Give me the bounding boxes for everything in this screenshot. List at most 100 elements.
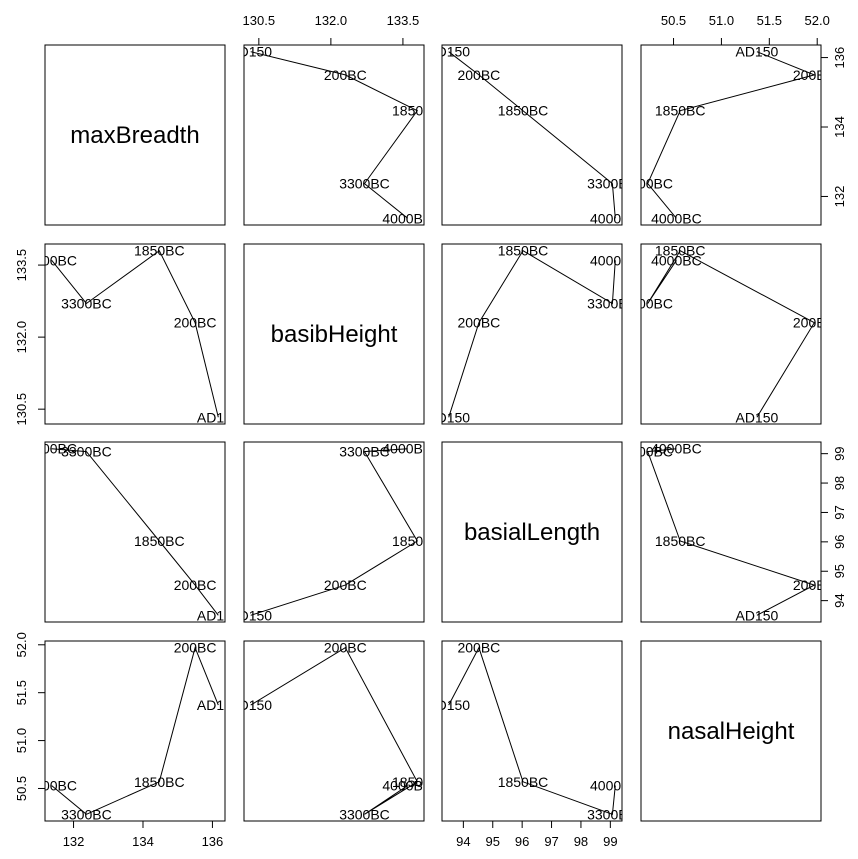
panel-frame bbox=[243, 441, 425, 623]
point-label: 3300BC bbox=[622, 296, 673, 312]
tick-label: 132.0 bbox=[315, 13, 348, 28]
point-label: 3300BC bbox=[339, 176, 390, 192]
point-label: 4000BC bbox=[590, 210, 641, 226]
point-label: 3300BC bbox=[339, 444, 390, 460]
series-line bbox=[51, 448, 219, 616]
tick-label: 94 bbox=[456, 834, 470, 849]
tick-label: 132 bbox=[832, 186, 847, 208]
point-label: 3300BC bbox=[61, 296, 112, 312]
point-label: 4000BC bbox=[26, 252, 77, 268]
point-label: 3300BC bbox=[587, 806, 638, 822]
point-label: AD150 bbox=[197, 607, 240, 623]
point-label: 4000BC bbox=[651, 210, 702, 226]
tick-label: 134 bbox=[832, 116, 847, 138]
tick-label: 50.5 bbox=[14, 776, 29, 801]
panel-frame bbox=[243, 243, 425, 425]
point-label: 1850BC bbox=[655, 103, 706, 119]
point-label: AD150 bbox=[735, 607, 778, 623]
point-label: 1850BC bbox=[392, 533, 443, 549]
series-line bbox=[250, 448, 418, 616]
point-label: 4000BC bbox=[382, 210, 433, 226]
point-label: 4000BC bbox=[26, 778, 77, 794]
panel-frame bbox=[640, 243, 822, 425]
point-label: 1850BC bbox=[392, 103, 443, 119]
series-line bbox=[647, 448, 816, 616]
point-label: AD150 bbox=[229, 44, 272, 60]
series-line bbox=[647, 51, 816, 219]
tick-label: 99 bbox=[832, 446, 847, 460]
tick-label: 98 bbox=[832, 476, 847, 490]
panel-frame bbox=[441, 243, 623, 425]
panel-maxBreadth-vs-basibHeight: 4000BC 3300BC 1850BC 200BC AD150 bbox=[229, 44, 443, 226]
tick-label: 95 bbox=[486, 834, 500, 849]
point-label: 200BC bbox=[324, 67, 367, 83]
point-label: 1850BC bbox=[498, 774, 549, 790]
series-line bbox=[647, 250, 816, 418]
point-label: 1850BC bbox=[498, 243, 549, 259]
diagonal-label: maxBreadth bbox=[70, 122, 199, 149]
point-label: 3300BC bbox=[339, 806, 390, 822]
series-line bbox=[250, 51, 419, 219]
point-label: 3300BC bbox=[61, 444, 112, 460]
point-label: 4000BC bbox=[590, 778, 641, 794]
tick-label: 52.0 bbox=[805, 13, 830, 28]
tick-label: 96 bbox=[515, 834, 529, 849]
tick-label: 97 bbox=[544, 834, 558, 849]
point-label: AD150 bbox=[197, 697, 240, 713]
point-label: 1850BC bbox=[498, 103, 549, 119]
panel-frame bbox=[441, 640, 623, 822]
point-label: 1850BC bbox=[655, 533, 706, 549]
point-label: AD150 bbox=[427, 409, 470, 425]
tick-label: 51.0 bbox=[14, 728, 29, 753]
point-label: AD150 bbox=[735, 409, 778, 425]
series-line bbox=[51, 249, 219, 418]
point-label: 200BC bbox=[174, 315, 217, 331]
point-label: AD150 bbox=[197, 409, 240, 425]
tick-label: 97 bbox=[832, 505, 847, 519]
series-line bbox=[448, 51, 616, 219]
tick-label: 136 bbox=[202, 834, 224, 849]
series-line bbox=[448, 646, 616, 815]
panel-basibHeight-vs-nasalHeight: 4000BC 3300BC 1850BC 200BC AD150 bbox=[622, 244, 821, 425]
point-label: 1850BC bbox=[134, 243, 185, 259]
panel-frame bbox=[640, 441, 822, 623]
panel-frame bbox=[640, 640, 822, 822]
diagonal-label: basialLength bbox=[464, 519, 600, 546]
tick-label: 95 bbox=[832, 564, 847, 578]
tick-label: 50.5 bbox=[661, 13, 686, 28]
panel-maxBreadth-vs-nasalHeight: 4000BC 3300BC 1850BC 200BC AD150 bbox=[622, 44, 821, 226]
tick-label: 130.5 bbox=[243, 13, 276, 28]
panel-nasalHeight-vs-basialLength: 4000BC 3300BC 1850BC 200BC AD150 bbox=[442, 640, 641, 822]
series-line bbox=[51, 646, 219, 815]
point-label: 4000BC bbox=[651, 441, 702, 457]
point-label: 4000BC bbox=[382, 441, 433, 457]
point-label: AD150 bbox=[229, 607, 272, 623]
tick-label: 132.0 bbox=[14, 321, 29, 354]
panel-frame bbox=[44, 44, 226, 226]
diagonal-label: nasalHeight bbox=[668, 718, 795, 745]
tick-label: 51.0 bbox=[709, 13, 734, 28]
tick-label: 51.5 bbox=[14, 680, 29, 705]
point-label: AD150 bbox=[735, 44, 778, 60]
tick-label: 134 bbox=[132, 834, 154, 849]
point-label: 3300BC bbox=[622, 176, 673, 192]
point-label: 3300BC bbox=[61, 806, 112, 822]
tick-label: 136 bbox=[832, 47, 847, 69]
diagonal-label: basibHeight bbox=[271, 321, 398, 348]
tick-label: 133.5 bbox=[14, 249, 29, 282]
point-label: 3300BC bbox=[587, 296, 638, 312]
tick-label: 98 bbox=[574, 834, 588, 849]
tick-label: 51.5 bbox=[757, 13, 782, 28]
point-label: 200BC bbox=[457, 640, 500, 656]
panel-frame bbox=[441, 441, 623, 623]
panel-basibHeight-vs-maxBreadth: 4000BC 3300BC 1850BC 200BC AD150 bbox=[26, 243, 240, 425]
point-label: AD150 bbox=[229, 697, 272, 713]
tick-label: 99 bbox=[603, 834, 617, 849]
panel-frame bbox=[243, 640, 425, 822]
point-label: 4000BC bbox=[26, 441, 77, 457]
